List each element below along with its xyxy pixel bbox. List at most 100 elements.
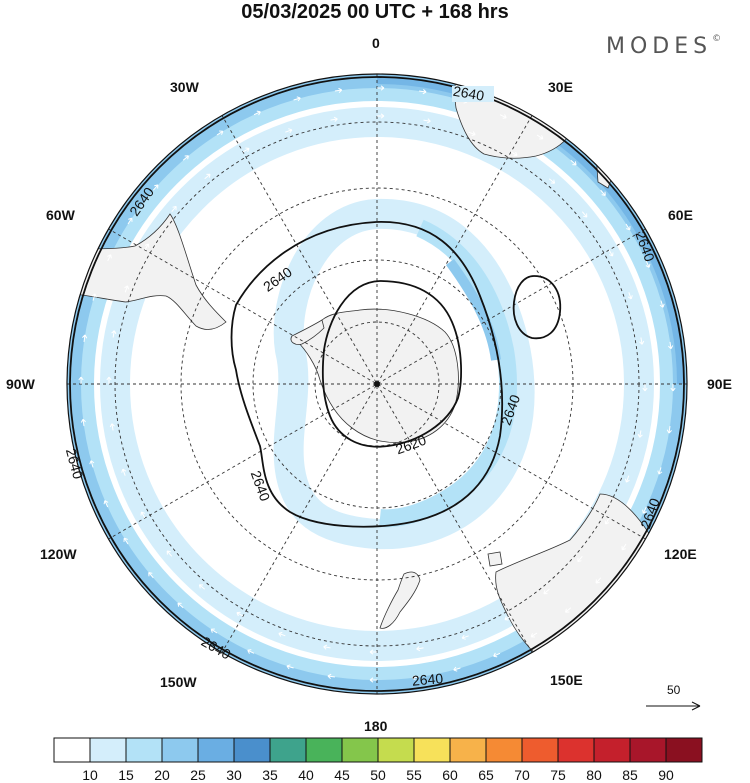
wind-arrow bbox=[600, 189, 606, 196]
wind-arrow bbox=[577, 555, 583, 563]
wind-arrow bbox=[504, 615, 512, 621]
colorbar-swatch bbox=[449, 737, 487, 763]
south-america-landmass bbox=[68, 213, 227, 330]
meridian-label-60w: 60W bbox=[46, 207, 75, 223]
contours bbox=[69, 76, 685, 692]
wind-arrow bbox=[124, 285, 130, 293]
wind-arrow bbox=[103, 500, 109, 508]
contour-label: 2640 bbox=[411, 670, 444, 689]
wind-arrow bbox=[642, 506, 647, 514]
meridian-label-60e: 60E bbox=[668, 207, 693, 223]
colorbar-swatch bbox=[377, 737, 415, 763]
graticule bbox=[67, 74, 687, 694]
colorbar-tick-label: 50 bbox=[370, 767, 386, 783]
colorbar-swatch bbox=[521, 737, 559, 763]
contour-2640-closed-cell bbox=[512, 275, 562, 340]
wind-arrows bbox=[78, 85, 676, 683]
wind-reference-value: 50 bbox=[667, 683, 681, 697]
wind-arrow bbox=[415, 163, 423, 169]
colorbar-swatch bbox=[665, 737, 703, 763]
colorbar-tick-label: 90 bbox=[658, 767, 674, 783]
tasmania-landmass bbox=[487, 551, 503, 567]
wind-arrow bbox=[408, 600, 416, 606]
colorbar-swatch bbox=[269, 737, 307, 763]
meridian-60e-120w bbox=[108, 228, 646, 540]
wind-arrow bbox=[536, 134, 544, 140]
new-zealand-landmass bbox=[379, 571, 421, 629]
wind-arrow bbox=[327, 673, 335, 679]
wind-arrow bbox=[639, 337, 645, 345]
contour-2620 bbox=[321, 280, 462, 448]
wind-arrow bbox=[206, 235, 212, 242]
meridian-label-120e: 120E bbox=[664, 546, 697, 562]
wind-arrow bbox=[259, 571, 267, 577]
colorbar-tick-label: 25 bbox=[190, 767, 206, 783]
wind-arrow bbox=[453, 666, 461, 672]
wind-arrow bbox=[91, 293, 97, 301]
colorbar-swatch bbox=[161, 737, 199, 763]
colorbar-swatch bbox=[593, 737, 631, 763]
colorbar-swatch bbox=[197, 737, 235, 763]
wind-arrow bbox=[596, 384, 602, 392]
meridian-label-90w: 90W bbox=[6, 376, 35, 392]
wind-arrow bbox=[645, 260, 651, 268]
wind-arrow bbox=[177, 602, 184, 609]
wind-arrow bbox=[109, 423, 115, 431]
meridian-120e-60w bbox=[108, 228, 646, 540]
wind-arrow bbox=[152, 376, 158, 384]
wind-arrow bbox=[247, 649, 255, 654]
wind-arrow bbox=[171, 205, 177, 213]
wind-arrow bbox=[78, 376, 84, 384]
wind-arrow bbox=[419, 89, 427, 95]
wind-band-inner-20 bbox=[379, 219, 517, 528]
colorbar-swatch bbox=[305, 737, 343, 763]
colorbar-swatch bbox=[89, 737, 127, 763]
meridian-label-30w: 30W bbox=[170, 79, 199, 95]
wind-arrow bbox=[637, 430, 643, 438]
colorbar-swatch bbox=[557, 737, 595, 763]
colorbar-swatch bbox=[233, 737, 271, 763]
wind-arrow bbox=[253, 110, 261, 116]
colorbar bbox=[53, 737, 703, 763]
wind-arrow bbox=[164, 452, 170, 461]
brand-logo: MODES© bbox=[606, 34, 721, 59]
wind-arrow bbox=[510, 151, 518, 157]
wind-arrow bbox=[166, 550, 173, 557]
wind-arrow bbox=[584, 307, 590, 316]
wind-arrow bbox=[82, 334, 88, 342]
colorbar-tick-label: 15 bbox=[118, 767, 134, 783]
wind-arrow bbox=[377, 85, 385, 91]
contour-2640-outer bbox=[69, 76, 685, 692]
colorbar-tick-label: 80 bbox=[586, 767, 602, 783]
wind-arrow bbox=[481, 575, 489, 581]
wind-arrow bbox=[127, 217, 133, 225]
colorbar-swatch bbox=[485, 737, 523, 763]
wind-arrow bbox=[80, 418, 86, 427]
colorbar-tick-label: 65 bbox=[478, 767, 494, 783]
wind-arrow bbox=[608, 249, 614, 257]
contour-label: 2640 bbox=[452, 83, 486, 104]
wind-arrow bbox=[548, 178, 556, 184]
wind-band-outer-30 bbox=[376, 76, 685, 385]
wind-reference-arrow bbox=[646, 701, 701, 711]
wind-arrow bbox=[411, 675, 420, 681]
wind-arrow bbox=[182, 155, 189, 161]
wind-arrow bbox=[570, 159, 577, 166]
meridian-label-30e: 30E bbox=[548, 79, 573, 95]
colorbar-tick-label: 75 bbox=[550, 767, 566, 783]
wind-arrow bbox=[152, 184, 159, 191]
wind-arrow bbox=[201, 520, 208, 528]
contour-label: 2640 bbox=[63, 447, 87, 481]
colorbar-tick-label: 55 bbox=[406, 767, 422, 783]
wind-arrow bbox=[198, 584, 206, 590]
wind-arrow bbox=[204, 173, 211, 180]
wind-arrow bbox=[670, 384, 676, 392]
wind-arrow bbox=[140, 511, 146, 519]
meridian-label-150w: 150W bbox=[160, 674, 197, 690]
meridian-label-120w: 120W bbox=[40, 546, 77, 562]
colorbar-tick-label: 20 bbox=[154, 767, 170, 783]
colorbar-swatch bbox=[341, 737, 379, 763]
wind-arrow bbox=[323, 644, 331, 650]
wind-arrow bbox=[468, 131, 476, 137]
